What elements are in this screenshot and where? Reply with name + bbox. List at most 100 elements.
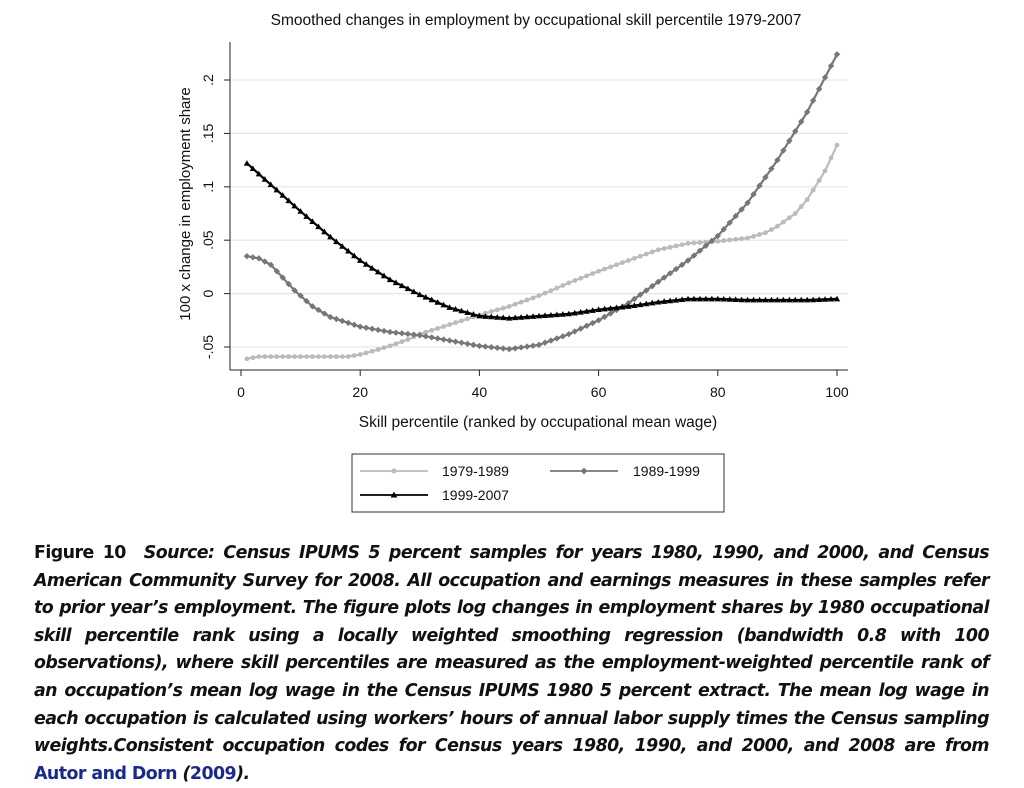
data-point bbox=[434, 299, 441, 305]
data-point bbox=[786, 215, 792, 221]
legend: 1979-1989 1989-1999 1999-2007 bbox=[351, 453, 725, 513]
data-point bbox=[267, 261, 274, 268]
data-point bbox=[626, 258, 631, 263]
data-point bbox=[607, 310, 614, 317]
data-point bbox=[660, 298, 668, 304]
y-tick-label: .05 bbox=[200, 230, 216, 250]
data-point bbox=[589, 319, 596, 327]
data-point bbox=[500, 345, 507, 352]
data-point bbox=[815, 85, 823, 93]
data-point bbox=[720, 226, 727, 233]
data-point bbox=[494, 307, 500, 313]
data-point bbox=[512, 301, 518, 307]
data-point bbox=[333, 315, 340, 323]
data-point bbox=[714, 295, 721, 302]
data-point bbox=[751, 233, 756, 239]
data-point bbox=[584, 273, 590, 279]
data-point bbox=[827, 295, 835, 302]
data-point bbox=[774, 156, 781, 164]
data-point bbox=[833, 51, 841, 58]
legend-item: 1989-1999 bbox=[550, 463, 700, 479]
data-point bbox=[488, 313, 495, 320]
caption-body: Source: Census IPUMS 5 percent samples f… bbox=[34, 543, 990, 757]
data-point bbox=[309, 303, 316, 310]
data-point bbox=[404, 330, 412, 338]
data-point bbox=[386, 328, 394, 336]
data-point bbox=[816, 177, 822, 183]
legend-marker bbox=[390, 491, 398, 498]
data-point bbox=[535, 312, 543, 319]
data-point bbox=[560, 283, 566, 288]
data-point bbox=[315, 223, 322, 230]
data-point bbox=[821, 296, 829, 302]
data-point bbox=[482, 343, 489, 350]
data-point bbox=[571, 309, 578, 316]
data-point bbox=[243, 160, 251, 166]
legend-item: 1999-2007 bbox=[360, 487, 509, 503]
data-point bbox=[769, 227, 774, 232]
data-point bbox=[368, 264, 376, 271]
data-point bbox=[285, 280, 292, 288]
data-point bbox=[678, 296, 686, 302]
data-point bbox=[470, 311, 477, 317]
data-point bbox=[786, 296, 793, 303]
data-point bbox=[672, 265, 680, 273]
data-point bbox=[518, 299, 524, 305]
data-point bbox=[452, 305, 459, 312]
data-point bbox=[548, 288, 554, 294]
citation-link-year[interactable]: 2009 bbox=[189, 763, 237, 784]
data-point bbox=[316, 354, 321, 360]
data-point bbox=[792, 211, 798, 216]
data-point bbox=[738, 296, 745, 303]
data-point bbox=[631, 295, 638, 303]
data-point bbox=[357, 257, 364, 263]
data-point bbox=[249, 254, 257, 261]
data-point bbox=[541, 339, 549, 346]
data-point bbox=[702, 295, 710, 302]
data-point bbox=[786, 137, 793, 145]
citation-link-authors[interactable]: Autor and Dorn bbox=[34, 763, 178, 784]
data-point bbox=[649, 282, 656, 290]
data-point bbox=[684, 257, 692, 264]
data-point bbox=[685, 241, 691, 246]
data-point bbox=[511, 345, 519, 352]
data-point bbox=[362, 261, 370, 267]
data-point bbox=[578, 275, 584, 281]
data-point bbox=[810, 187, 816, 193]
data-point bbox=[398, 330, 406, 337]
data-point bbox=[262, 354, 268, 360]
data-point bbox=[440, 336, 447, 343]
x-tick-label: 40 bbox=[472, 384, 488, 400]
data-point bbox=[822, 168, 828, 174]
data-point bbox=[297, 292, 304, 299]
legend-marker bbox=[391, 468, 397, 474]
data-point bbox=[500, 305, 506, 311]
data-point bbox=[375, 347, 381, 352]
data-point bbox=[631, 255, 637, 261]
y-tick-label: -.05 bbox=[200, 335, 216, 359]
data-point bbox=[488, 309, 494, 314]
data-point bbox=[523, 313, 531, 320]
data-point bbox=[715, 238, 721, 244]
data-point bbox=[792, 128, 799, 135]
data-point bbox=[720, 295, 727, 302]
data-point bbox=[298, 354, 303, 360]
series-layer bbox=[243, 51, 841, 362]
y-tick-label: .1 bbox=[200, 181, 216, 193]
data-point bbox=[351, 321, 358, 328]
data-point bbox=[345, 354, 351, 360]
data-point bbox=[547, 337, 555, 344]
legend-label: 1989-1999 bbox=[633, 463, 700, 479]
data-point bbox=[280, 354, 286, 360]
data-point bbox=[726, 219, 733, 226]
data-point bbox=[583, 308, 590, 314]
data-point bbox=[517, 344, 525, 351]
data-point bbox=[613, 304, 620, 311]
data-point bbox=[608, 264, 613, 270]
data-point bbox=[535, 341, 543, 349]
data-point bbox=[590, 271, 596, 276]
data-point bbox=[506, 345, 513, 353]
data-point bbox=[666, 297, 674, 304]
data-point bbox=[476, 312, 483, 319]
data-point bbox=[422, 333, 429, 340]
